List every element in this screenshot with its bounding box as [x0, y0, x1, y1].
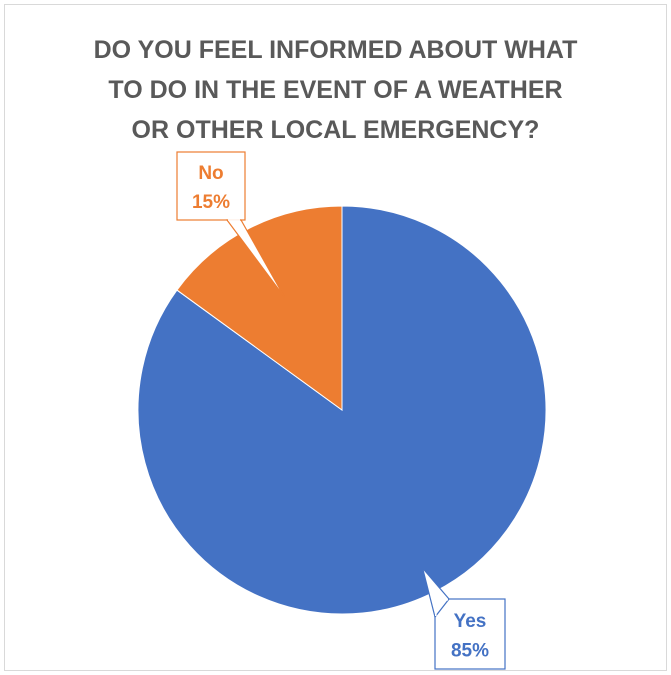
- callout-pointer: [422, 567, 450, 619]
- callout-no: No 15%: [176, 151, 286, 298]
- data-label-callouts: Yes 85% No 15%: [176, 151, 506, 670]
- chart-title-line-2: TO DO IN THE EVENT OF A WEATHER: [108, 76, 563, 104]
- pie-slice-no: [176, 205, 343, 411]
- chart-title-line-1: DO YOU FEEL INFORMED ABOUT WHAT: [93, 36, 578, 64]
- callout-box: [434, 598, 506, 670]
- callout-box: [176, 151, 246, 221]
- data-label-category: No: [198, 163, 223, 184]
- chart-title-line-3: OR OTHER LOCAL EMERGENCY?: [131, 116, 540, 144]
- chart-title: DO YOU FEEL INFORMED ABOUT WHAT TO DO IN…: [0, 30, 671, 150]
- data-label-category: Yes: [454, 611, 487, 632]
- data-label-percent: 15%: [192, 192, 230, 213]
- data-label-percent: 85%: [451, 640, 489, 661]
- callout-yes: Yes 85%: [422, 567, 506, 670]
- pie-slices: [137, 205, 547, 615]
